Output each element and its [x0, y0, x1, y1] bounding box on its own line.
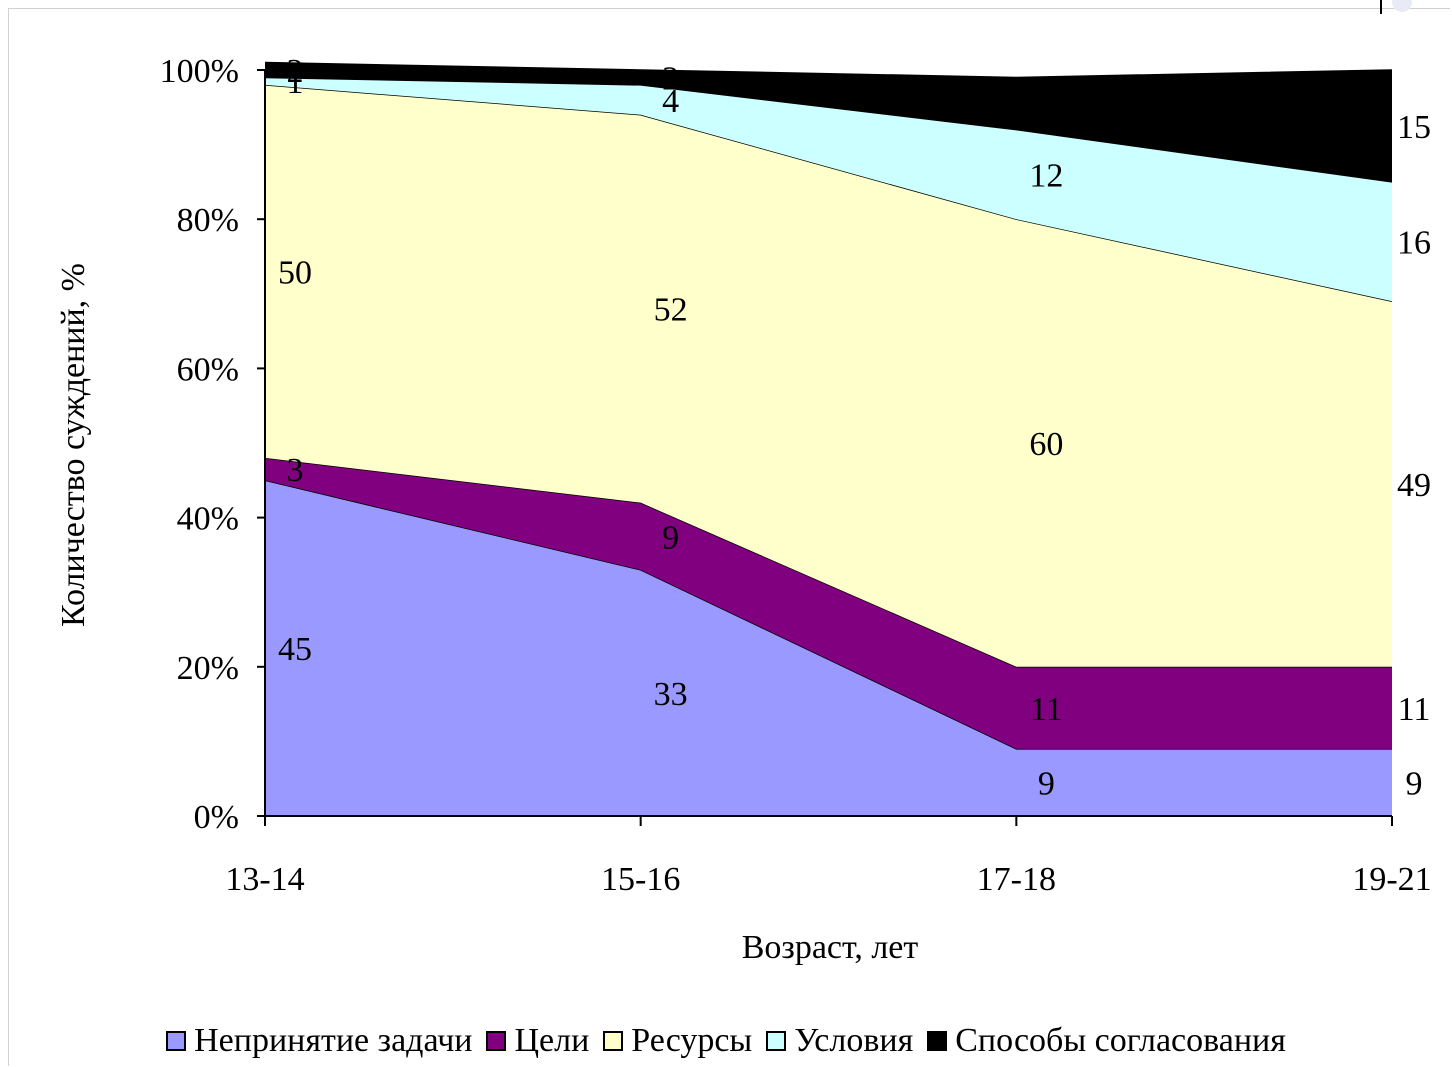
legend-label: Цели [514, 1022, 590, 1059]
legend-label: Ресурсы [631, 1022, 753, 1059]
legend-swatch [166, 1031, 187, 1051]
x-tick-label: 15-16 [601, 861, 680, 898]
legend-swatch [486, 1031, 507, 1051]
y-tick-label: 0% [194, 799, 239, 836]
data-label: 16 [1397, 225, 1431, 262]
legend-item: Цели [486, 1022, 589, 1060]
data-label: 2 [662, 60, 679, 97]
y-axis-title: Количество суждений, % [55, 263, 92, 627]
legend-swatch [603, 1031, 624, 1051]
legend-item: Ресурсы [603, 1022, 752, 1060]
data-label: 4 [662, 83, 679, 120]
x-tick-label: 19-21 [1352, 861, 1431, 898]
area-layers [264, 61, 1393, 816]
legend-item: Непринятие задачи [166, 1022, 472, 1060]
data-label: 11 [1398, 691, 1431, 728]
legend-swatch [927, 1031, 948, 1051]
legend-label: Способы согласования [955, 1022, 1286, 1059]
data-label: 1 [287, 64, 304, 101]
area-series-3 [265, 84, 1392, 667]
data-label: 60 [1029, 426, 1063, 463]
area-series-5 [265, 62, 1392, 182]
x-tick-label: 13-14 [225, 861, 304, 898]
y-axis-ticks: 0% 20% 40% 60% 80% 100% [160, 53, 265, 836]
legend-item: Условия [766, 1022, 913, 1060]
data-label: 33 [654, 676, 688, 713]
data-label: 9 [1038, 765, 1055, 802]
legend-label: Непринятие задачи [194, 1022, 473, 1059]
corner-dot [1392, 0, 1412, 12]
area-boundary-4 [264, 76, 1393, 183]
x-axis-title: Возраст, лет [742, 929, 919, 966]
chart-frame [8, 8, 1450, 1066]
legend: Непринятие задачи Цели Ресурсы Условия Спосо… [0, 1022, 1452, 1060]
legend-label: Условия [794, 1022, 914, 1059]
data-label: 12 [1029, 157, 1063, 194]
y-tick-label: 80% [177, 202, 239, 239]
area-boundary-5 [264, 61, 1393, 79]
y-tick-label: 20% [177, 650, 239, 687]
stacked-area-chart: 0%20%40%60%80%100% 13-14 15-16 17-18 19-21 … [55, 53, 1432, 966]
y-tick-label: 40% [177, 501, 239, 538]
data-label: 2 [287, 53, 304, 90]
x-tick-label: 17-18 [977, 861, 1056, 898]
area-series-2 [265, 457, 1392, 749]
data-label: 52 [654, 292, 688, 329]
data-label: 7 [1038, 87, 1055, 124]
area-series-4 [265, 77, 1392, 302]
legend-item: Способы согласования [927, 1022, 1286, 1060]
data-label: 9 [662, 519, 679, 556]
axes [264, 70, 1392, 817]
data-label: 11 [1030, 691, 1063, 728]
data-label: 3 [287, 452, 304, 489]
y-tick-label: 100% [160, 53, 239, 90]
x-axis-ticks: 13-14 15-16 17-18 19-21 [225, 816, 1432, 898]
data-label: 49 [1397, 467, 1431, 504]
corner-mark [1380, 0, 1422, 14]
data-label: 9 [1406, 765, 1423, 802]
data-label: 45 [278, 631, 312, 668]
data-label: 50 [278, 254, 312, 291]
y-tick-label: 60% [177, 351, 239, 388]
area-series-1 [265, 480, 1392, 816]
data-label: 15 [1397, 109, 1431, 146]
legend-swatch [766, 1031, 787, 1051]
data-labels: 45 33 9 9 3 9 11 11 50 52 60 49 1 4 12 16 2 2 7 15 [278, 53, 1431, 802]
